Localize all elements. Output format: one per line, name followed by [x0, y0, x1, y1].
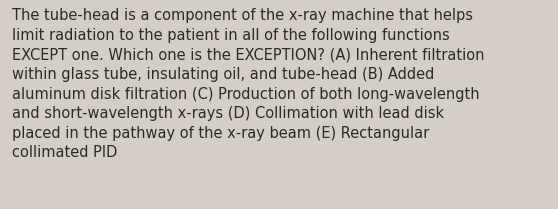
Text: The tube-head is a component of the x-ray machine that helps
limit radiation to : The tube-head is a component of the x-ra… — [12, 8, 485, 160]
